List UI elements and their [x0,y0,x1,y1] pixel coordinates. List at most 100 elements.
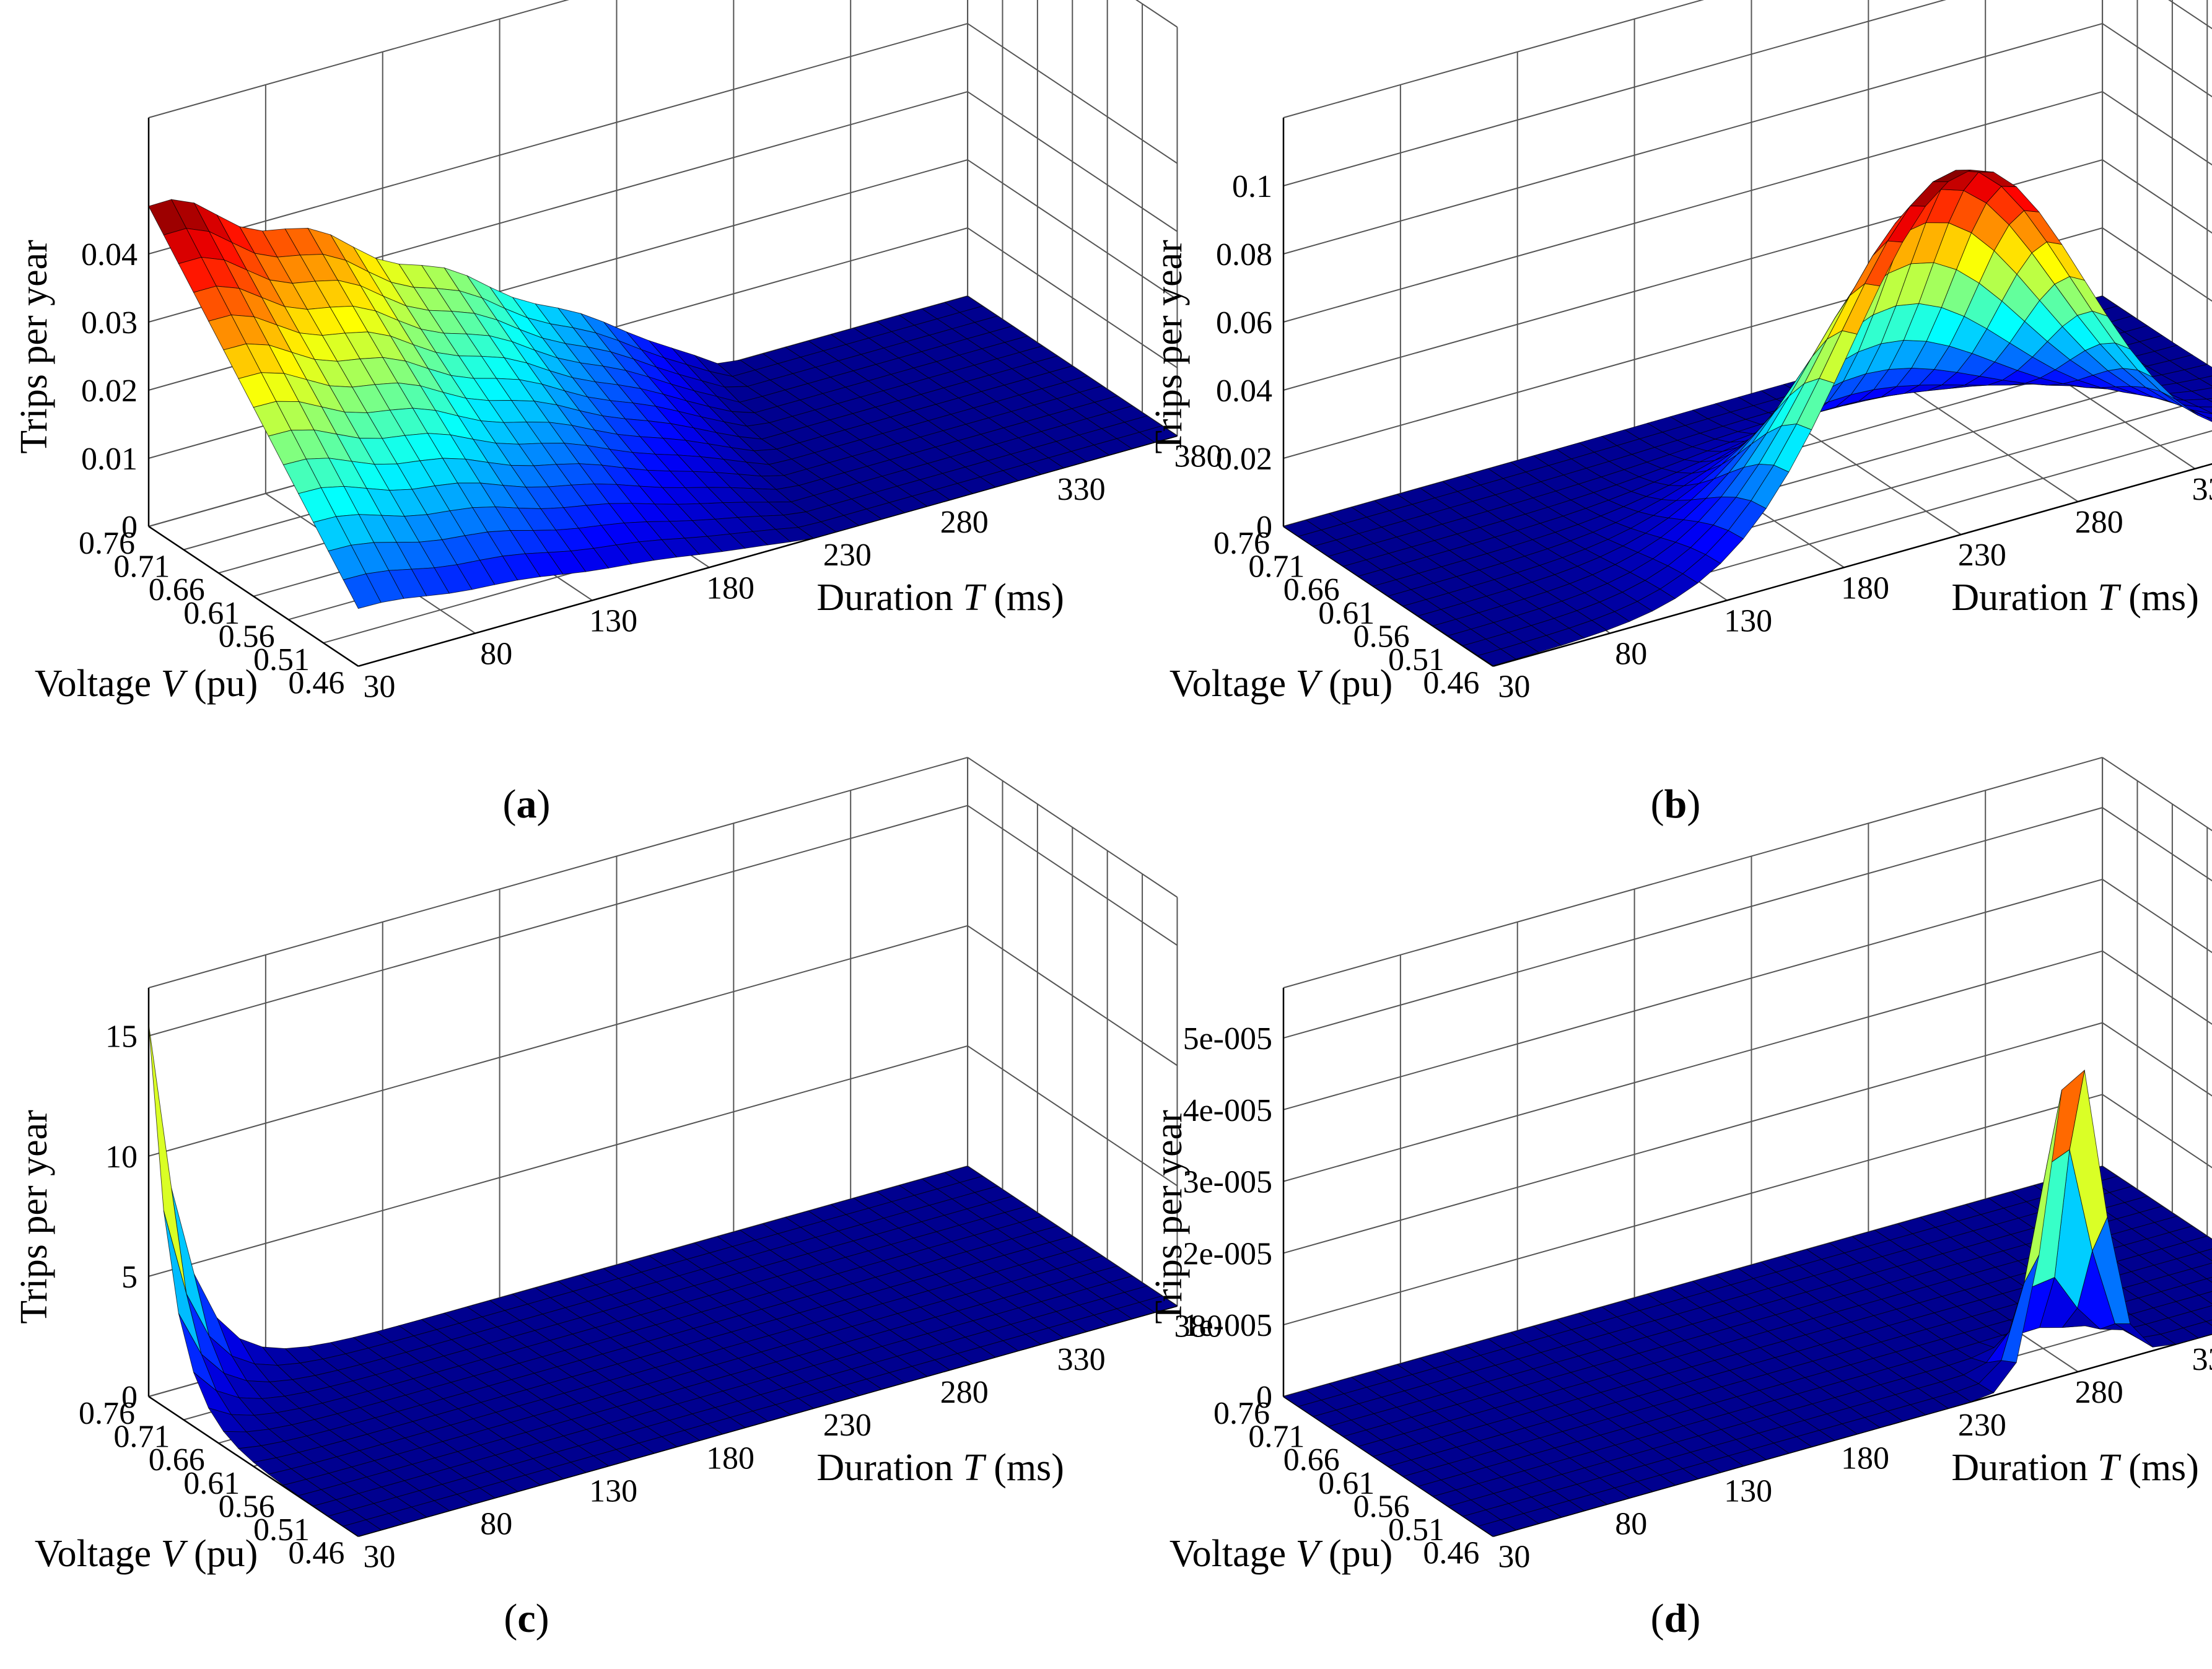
z-tick-label: 0.04 [1216,373,1272,409]
surface-patch [343,573,382,609]
y-tick-label: 0.76 [79,526,135,561]
surface-patch [2205,1319,2212,1326]
chart-panel-c: 0 5 10 15 0.760.710.660.610.560.510.46 30 80 13… [13,757,1222,1575]
z-tick-label: 0 [121,1380,138,1415]
surface [1282,169,2212,666]
z-axis-title: Trips per year [1148,240,1190,454]
z-tick-label: 0.03 [81,305,138,341]
x-tick-label: 280 [2075,505,2123,540]
chart-panel-d: 01e-0052e-0053e-0054e-0055e-0050.760.710… [1148,757,2212,1575]
x-tick-label: 380 [1174,439,1222,474]
x-tick-label: 280 [2075,1375,2123,1410]
x-axis-title: Duration T (ms) [816,1447,1064,1489]
surface-patch [343,1519,382,1537]
surface-patch [1477,648,1517,666]
x-tick-label: 30 [1498,1540,1530,1575]
y-tick-label: 0.61 [183,1466,240,1501]
y-tick-label: 0.61 [1318,596,1375,631]
chart-panel-b: 0 0.02 0.04 0.06 0.08 0.1 0.760.710.660.610.56… [1148,0,2212,705]
y-axis-title: Voltage V (pu) [35,663,258,705]
surface-patch [2206,1276,2212,1283]
y-tick-label: 0.71 [1248,1419,1305,1455]
x-tick-label: 230 [823,538,872,573]
z-axis-title: Trips per year [13,240,55,454]
x-tick-label: 80 [480,637,512,672]
z-tick-label: 15 [105,1019,138,1055]
y-tick-label: 0.76 [1213,1396,1270,1431]
y-axis-title: Voltage V (pu) [35,1533,258,1575]
y-tick-label: 0.76 [79,1396,135,1431]
z-tick-label: 5e-005 [1183,1021,1272,1057]
tick-labels: 0 0.02 0.04 0.06 0.08 0.1 0.760.710.660.610.56… [1213,169,2212,705]
x-tick-label: 80 [1615,637,1647,672]
x-tick-label: 330 [1057,1342,1106,1377]
x-tick-label: 230 [1958,1408,2006,1443]
caption-d: (d) [1651,1596,1701,1641]
x-tick-label: 30 [363,669,395,705]
y-tick-label: 0.61 [1318,1466,1375,1501]
x-tick-label: 330 [1057,472,1106,507]
x-tick-label: 330 [2192,1342,2212,1377]
z-tick-label: 0.04 [81,237,138,272]
x-tick-label: 230 [1958,538,2006,573]
tick-labels: 0 5 10 15 0.760.710.660.610.560.510.46 30 80 13… [79,1019,1222,1575]
y-tick-label: 0.51 [253,642,310,678]
y-tick-label: 0.51 [1388,1512,1445,1548]
y-tick-label: 0.46 [1423,666,1479,701]
z-axis-title: Trips per year [13,1110,55,1324]
x-tick-label: 130 [589,1473,637,1509]
y-tick-label: 0.76 [1213,526,1270,561]
x-tick-label: 280 [940,505,989,540]
y-tick-label: 0.56 [219,619,275,654]
y-tick-label: 0.56 [1353,1489,1410,1524]
surface [148,199,1178,609]
z-tick-label: 0 [1256,1380,1272,1415]
x-tick-label: 80 [480,1507,512,1542]
x-tick-label: 330 [2192,472,2212,507]
z-tick-label: 5 [121,1260,138,1295]
z-tick-label: 0 [121,510,138,545]
x-tick-label: 180 [706,570,754,606]
z-tick-label: 0.1 [1232,169,1272,204]
surface-patch [1477,1519,1517,1537]
caption-c: (c) [504,1596,549,1641]
x-tick-label: 130 [1724,1473,1772,1509]
y-tick-label: 0.66 [1283,572,1340,608]
y-tick-label: 0.51 [253,1512,310,1548]
caption-a: (a) [503,782,551,827]
y-tick-label: 0.46 [288,666,344,701]
tick-labels: 0 0.01 0.02 0.03 0.04 0.760.710.660.610.560.5… [79,237,1222,705]
y-tick-label: 0.46 [288,1536,344,1571]
x-axis-title: Duration T (ms) [1951,577,2199,619]
y-tick-label: 0.56 [219,1489,275,1524]
x-tick-label: 380 [1174,1309,1222,1344]
chart-panel-a: 0 0.01 0.02 0.03 0.04 0.760.710.660.610.560.5… [13,0,1222,705]
y-tick-label: 0.71 [113,1419,170,1455]
z-tick-label: 4e-005 [1183,1093,1272,1128]
y-tick-label: 0.56 [1353,619,1410,654]
z-tick-label: 2e-005 [1183,1236,1272,1271]
y-axis-title: Voltage V (pu) [1169,1533,1392,1575]
y-axis-title: Voltage V (pu) [1169,663,1392,705]
x-tick-label: 80 [1615,1507,1647,1542]
x-tick-label: 180 [1841,570,1889,606]
z-tick-label: 3e-005 [1183,1165,1272,1200]
x-axis-title: Duration T (ms) [816,577,1064,619]
z-axis-title: Trips per year [1148,1110,1190,1324]
x-tick-label: 130 [589,603,637,638]
caption-b: (b) [1651,782,1701,827]
surface [148,1024,1178,1537]
x-tick-label: 230 [823,1408,872,1443]
tick-labels: 01e-0052e-0053e-0054e-0055e-0050.760.710… [1183,1021,2212,1575]
x-tick-label: 180 [1841,1440,1889,1476]
x-axis-title: Duration T (ms) [1951,1447,2199,1489]
x-tick-label: 30 [1498,669,1530,705]
z-tick-label: 0.08 [1216,237,1272,272]
y-tick-label: 0.66 [149,1442,205,1478]
z-tick-label: 0.06 [1216,305,1272,341]
z-tick-label: 0.02 [81,373,138,409]
z-tick-label: 0.02 [1216,442,1272,477]
x-tick-label: 30 [363,1540,395,1575]
y-tick-label: 0.51 [1388,642,1445,678]
x-tick-label: 280 [940,1375,989,1410]
